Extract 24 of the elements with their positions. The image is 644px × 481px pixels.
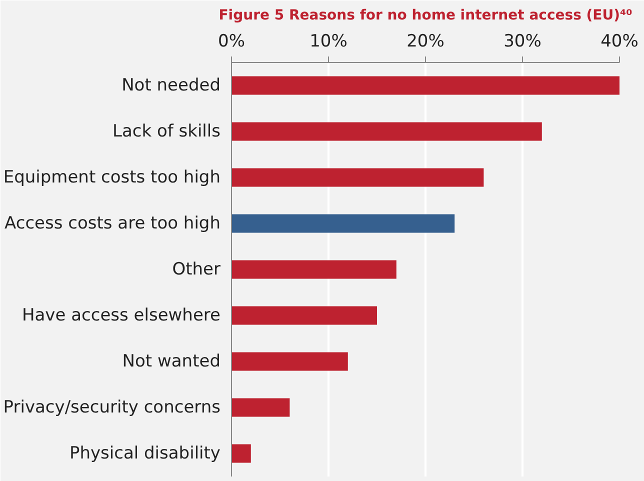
y-tick-label: Privacy/security concerns	[3, 398, 221, 418]
y-tick-label: Lack of skills	[112, 122, 221, 142]
y-tick-label: Not wanted	[122, 352, 221, 372]
x-tick-label: 10%	[310, 32, 348, 52]
bar	[232, 444, 251, 463]
bar	[232, 168, 484, 187]
y-tick-label: Not needed	[122, 76, 220, 96]
chart-title: Figure 5 Reasons for no home internet access (EU)⁴⁰	[218, 8, 632, 24]
bar	[232, 352, 348, 371]
bar	[232, 260, 396, 279]
bar	[232, 76, 620, 95]
y-tick-label: Other	[172, 260, 221, 280]
x-tick-label: 0%	[218, 32, 245, 52]
x-tick-label: 30%	[504, 32, 542, 52]
bar	[232, 306, 377, 325]
y-tick-label: Access costs are too high	[4, 214, 221, 234]
bar	[232, 398, 290, 417]
bar	[232, 122, 542, 141]
y-tick-label: Have access elsewhere	[22, 306, 221, 326]
x-tick-label: 20%	[406, 32, 444, 52]
bar	[232, 214, 455, 233]
y-tick-label: Physical disability	[69, 444, 221, 464]
x-tick-label: 40%	[600, 32, 638, 52]
y-tick-label: Equipment costs too high	[3, 168, 221, 188]
